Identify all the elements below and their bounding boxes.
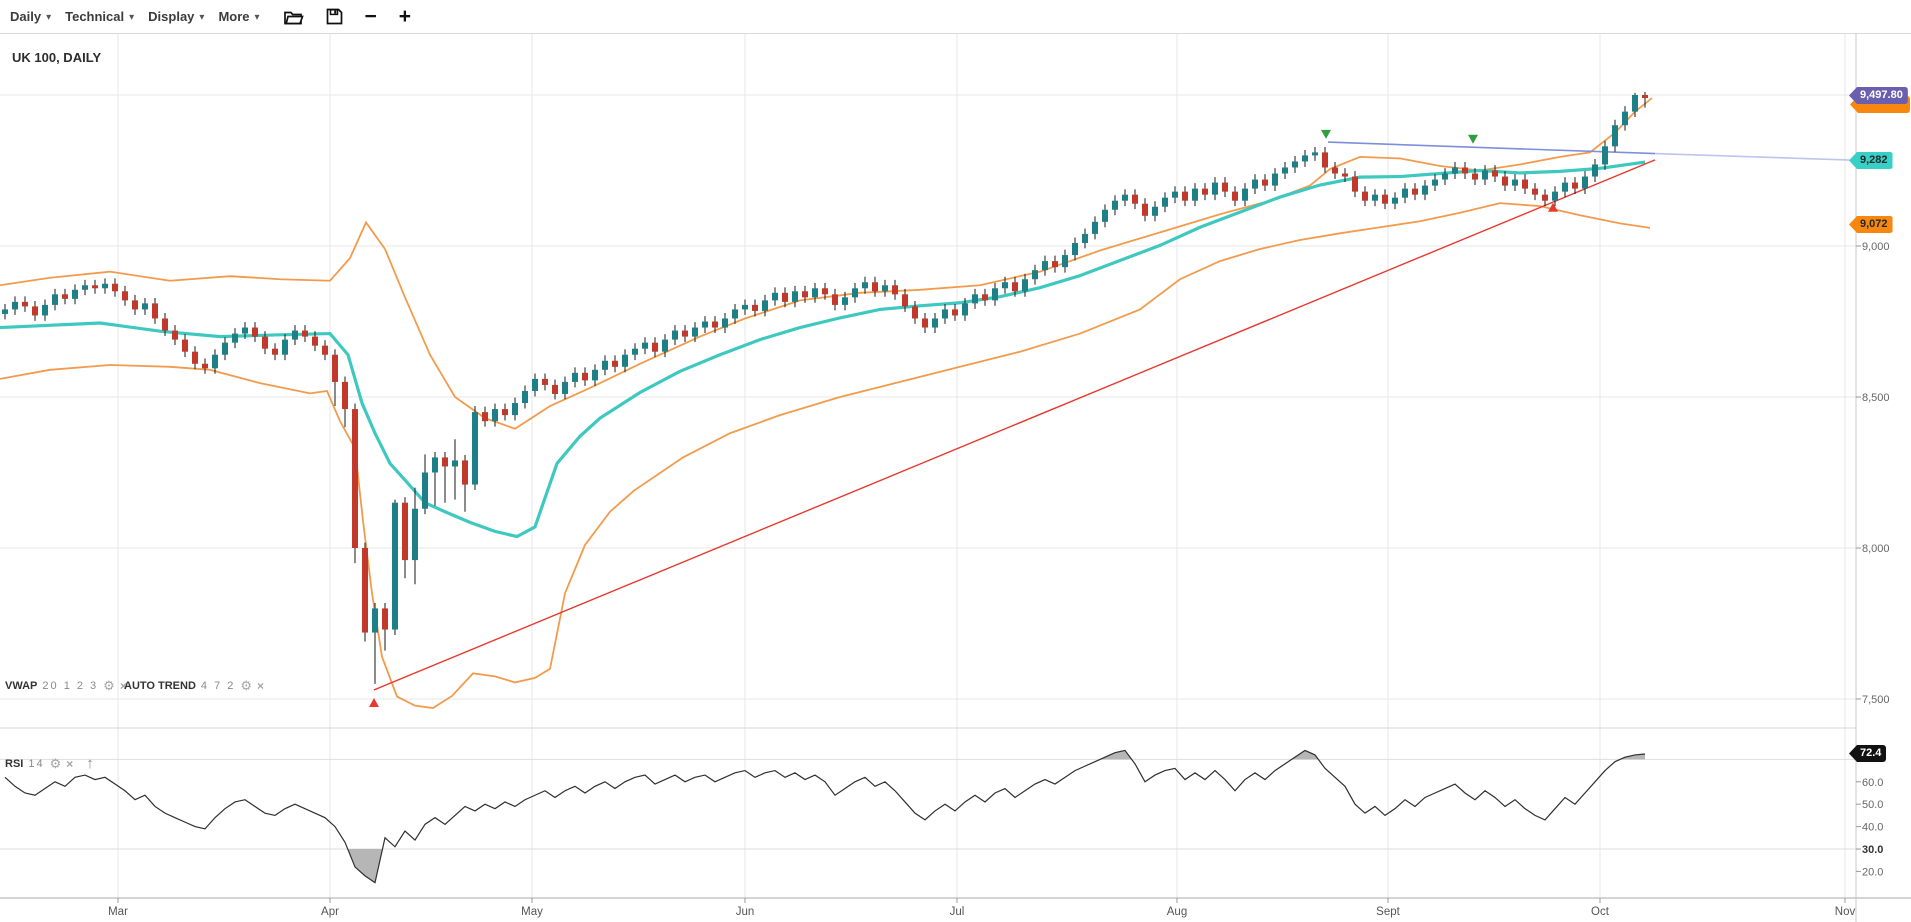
price-tick-label: 7,500	[1862, 694, 1890, 706]
rsi-overbought-fill	[1291, 750, 1319, 760]
plus-icon: +	[398, 4, 412, 28]
candles	[2, 91, 1648, 684]
support-trendline	[373, 159, 1656, 691]
menu-more-label: More	[218, 9, 250, 24]
trend-signal-markers	[369, 129, 1558, 708]
rsi-overbought-fill	[1100, 750, 1132, 760]
price-tick-label: 8,000	[1862, 543, 1890, 555]
vwap-indicator-label: VWAP	[5, 679, 38, 692]
rsi-oversold-fill	[347, 849, 383, 883]
menu-technical[interactable]: Technical ▾	[65, 9, 134, 24]
x-axis-label: May	[521, 906, 543, 918]
rsi-axis[interactable]: 60.0 50.0 40.0 30.0 20.0	[1856, 777, 1883, 879]
menu-daily[interactable]: Daily ▾	[10, 9, 51, 24]
resistance-trendline-extension	[1654, 152, 1855, 162]
rsi-indicator-row: RSI 14 ⚙ × ↑	[5, 756, 94, 771]
auto-trend-indicator-params: 4 7 2	[200, 679, 236, 692]
price-tick-label: 9,000	[1862, 241, 1890, 253]
rsi-indicator-label: RSI	[5, 757, 24, 770]
rsi-tick-label: 20.0	[1862, 866, 1883, 878]
menu-technical-label: Technical	[65, 9, 125, 24]
time-axis[interactable]: Mar Apr May Jun Jul Aug Sept Oct Nov	[108, 898, 1855, 918]
x-axis-label: Oct	[1591, 906, 1610, 918]
gridlines	[0, 33, 1856, 898]
rsi-line	[4, 749, 1646, 884]
rsi-plot	[4, 749, 1646, 884]
x-axis-label: Jun	[736, 906, 755, 918]
rsi-tick-label: 50.0	[1862, 799, 1883, 811]
sell-marker	[1321, 129, 1331, 139]
chevron-down-icon: ▾	[199, 11, 205, 23]
chart-symbol-title: UK 100, DAILY	[12, 50, 102, 65]
sell-marker	[1468, 134, 1478, 144]
vwap-indicator-row: VWAP 20 1 2 3 ⚙ ×	[5, 679, 127, 692]
menu-display[interactable]: Display ▾	[148, 9, 204, 24]
rsi-tick-label: 60.0	[1862, 777, 1883, 789]
save-chart-button[interactable]	[326, 8, 343, 25]
x-axis-label: Aug	[1167, 906, 1187, 918]
vwap-line	[0, 160, 1646, 539]
zoom-in-button[interactable]: +	[398, 4, 412, 28]
close-icon[interactable]: ×	[119, 678, 127, 693]
zoom-out-button[interactable]: −	[364, 4, 377, 28]
last-price-badge: 9,497.80	[1849, 87, 1908, 104]
lower-band-price-badge: 9,072	[1849, 216, 1893, 233]
gear-icon[interactable]: ⚙	[49, 756, 62, 771]
x-axis-label: Apr	[321, 906, 339, 918]
lower-band-line	[0, 202, 1651, 709]
open-chart-button[interactable]	[283, 9, 304, 25]
close-icon[interactable]: ×	[66, 756, 74, 771]
auto-trend-indicator-label: AUTO TREND	[124, 679, 196, 692]
expand-arrow-icon[interactable]: ↑	[86, 755, 94, 772]
x-axis-label: Jul	[950, 906, 965, 918]
open-folder-icon	[283, 11, 304, 24]
rsi-indicator-params: 14	[28, 757, 45, 770]
chevron-down-icon: ▾	[254, 11, 260, 23]
chevron-down-icon: ▾	[129, 11, 135, 23]
auto-trend-indicator-row: AUTO TREND 4 7 2 ⚙ ×	[124, 679, 264, 692]
gear-icon[interactable]: ⚙	[103, 678, 115, 693]
floppy-save-icon	[326, 8, 342, 25]
x-axis-label: Nov	[1835, 906, 1856, 918]
chevron-down-icon: ▾	[46, 11, 52, 23]
vwap-indicator-params: 20 1 2 3	[42, 679, 99, 692]
menu-daily-label: Daily	[10, 9, 42, 24]
gear-icon[interactable]: ⚙	[240, 678, 253, 693]
pane-borders	[0, 33, 1911, 922]
toolbar: Daily ▾ Technical ▾ Display ▾ More ▾	[0, 0, 1911, 34]
rsi-tick-label: 40.0	[1862, 822, 1883, 834]
rsi-value-badge: 72.4	[1849, 745, 1887, 762]
price-tick-label: 8,500	[1862, 392, 1890, 404]
buy-marker	[1548, 202, 1558, 212]
x-axis-label: Mar	[108, 906, 128, 918]
minus-icon: −	[364, 4, 377, 28]
menu-display-label: Display	[148, 9, 195, 24]
buy-marker	[369, 698, 379, 708]
price-axis[interactable]: 9,000 8,500 8,000 7,500	[1856, 241, 1890, 706]
menu-more[interactable]: More ▾	[218, 9, 259, 24]
rsi-overbought-fill	[1620, 754, 1645, 760]
vwap-price-badge: 9,282	[1849, 152, 1893, 169]
close-icon[interactable]: ×	[257, 678, 265, 693]
price-overlays	[0, 97, 1855, 709]
resistance-trendline	[1327, 141, 1656, 155]
rsi-tick-label: 30.0	[1862, 844, 1883, 856]
x-axis-label: Sept	[1376, 906, 1400, 918]
